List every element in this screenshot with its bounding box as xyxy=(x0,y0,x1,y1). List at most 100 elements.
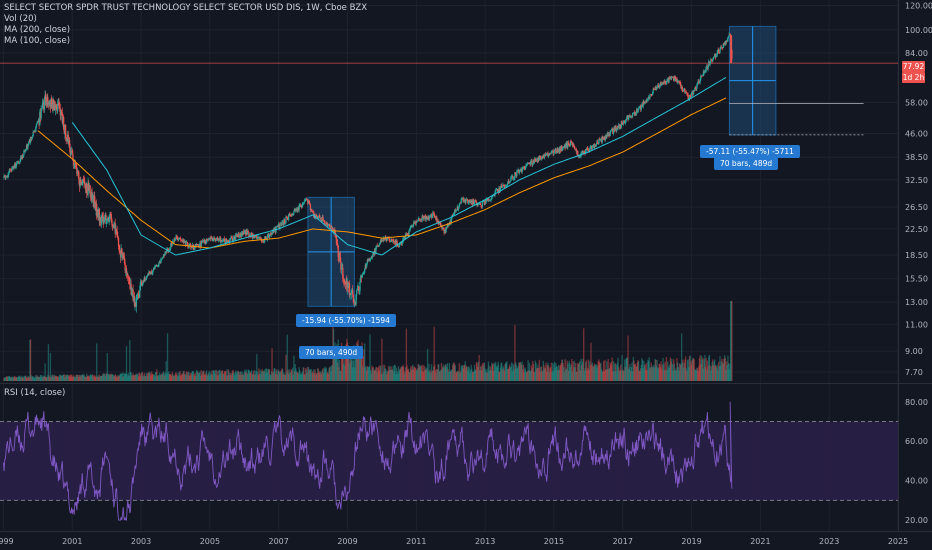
volume-bar xyxy=(439,371,441,381)
volume-bar xyxy=(184,375,187,381)
candle-body xyxy=(424,216,426,217)
candle-body xyxy=(311,209,313,211)
volume-bar xyxy=(390,366,392,381)
volume-bar xyxy=(575,371,578,381)
candle-body xyxy=(29,140,31,143)
candle-body xyxy=(325,222,327,224)
candle-body xyxy=(48,102,50,105)
candle-body xyxy=(446,227,448,229)
volume-bar xyxy=(322,368,324,381)
candle-body xyxy=(345,280,347,284)
rsi-indicator-label[interactable]: RSI (14, close) xyxy=(4,388,66,398)
candle-body xyxy=(561,148,564,151)
volume-bar xyxy=(176,376,179,381)
time-tick-label: 2001 xyxy=(62,537,82,546)
volume-bar xyxy=(719,356,721,381)
volume-bar xyxy=(625,358,627,381)
candle-body xyxy=(306,199,308,201)
candle-body xyxy=(631,115,633,117)
candle-body xyxy=(680,87,683,89)
volume-bar xyxy=(216,375,218,381)
volume-bar xyxy=(143,375,145,381)
volume-bar xyxy=(670,361,672,381)
volume-bar xyxy=(102,374,104,381)
candle-body xyxy=(80,181,83,185)
candle-body xyxy=(497,189,499,191)
candle-body xyxy=(258,236,260,238)
candle-body xyxy=(550,152,552,154)
volume-bar xyxy=(669,364,671,381)
candle-body xyxy=(141,284,144,286)
volume-bar xyxy=(440,369,442,381)
volume-bar xyxy=(270,375,272,381)
volume-bar xyxy=(10,377,12,381)
candle-body xyxy=(655,87,657,90)
volume-bar xyxy=(288,369,290,381)
volume-bar xyxy=(277,369,279,381)
candle-body xyxy=(82,179,85,181)
indicator-ma100-label[interactable]: MA (100, close) xyxy=(4,36,71,46)
volume-bar xyxy=(627,335,629,381)
volume-bar xyxy=(649,367,652,381)
volume-bar xyxy=(373,370,375,381)
candle-body xyxy=(42,102,44,104)
candle-body xyxy=(27,145,29,149)
candle-body xyxy=(93,196,95,207)
candle-body xyxy=(441,225,443,230)
volume-bar xyxy=(116,376,118,381)
candle-body xyxy=(718,52,720,54)
volume-bar xyxy=(303,367,305,381)
candle-body xyxy=(288,213,290,216)
volume-bar xyxy=(182,373,184,381)
volume-bar xyxy=(90,374,92,381)
volume-bar xyxy=(119,373,122,381)
candle-body xyxy=(581,150,584,153)
candle-body xyxy=(446,224,449,228)
candle-body xyxy=(385,238,388,241)
candle-body xyxy=(41,103,44,109)
candle-body xyxy=(585,149,587,155)
indicator-volume-label[interactable]: Vol (20) xyxy=(4,14,37,24)
candle-body xyxy=(438,222,440,224)
volume-bar xyxy=(13,376,15,381)
volume-bar xyxy=(567,370,570,381)
volume-bar xyxy=(316,373,318,381)
volume-bar xyxy=(584,368,586,381)
volume-bar xyxy=(673,359,675,381)
candle-body xyxy=(11,167,13,171)
volume-bar xyxy=(596,367,598,381)
candle-body xyxy=(194,244,196,247)
time-tick-label: 2013 xyxy=(475,537,495,546)
candle-body xyxy=(553,152,555,155)
candle-body xyxy=(116,231,118,238)
time-tick-label: 2005 xyxy=(200,537,220,546)
volume-bar xyxy=(420,366,422,381)
candle-body xyxy=(618,124,621,128)
volume-bar xyxy=(125,345,128,381)
volume-bar xyxy=(624,366,627,381)
volume-bar xyxy=(702,357,704,381)
volume-bar xyxy=(461,365,464,381)
candle-body xyxy=(544,154,546,156)
volume-bar xyxy=(231,373,233,381)
volume-bar xyxy=(72,374,75,381)
volume-bar xyxy=(675,371,677,381)
candle-body xyxy=(323,220,325,222)
candle-body xyxy=(266,235,269,240)
volume-bar xyxy=(21,377,24,381)
volume-bar xyxy=(279,373,281,381)
volume-bar xyxy=(688,356,691,381)
indicator-ma200-label[interactable]: MA (200, close) xyxy=(4,25,71,35)
volume-bar xyxy=(178,375,180,381)
volume-bar xyxy=(117,375,120,381)
candle-body xyxy=(724,41,726,45)
price-tick-label: 22.50 xyxy=(905,225,928,234)
candle-body xyxy=(277,225,279,227)
volume-bar xyxy=(139,373,141,381)
volume-bar xyxy=(608,367,611,381)
candle-body xyxy=(396,240,398,245)
volume-bar xyxy=(193,375,196,381)
volume-bar xyxy=(622,369,624,381)
volume-bar xyxy=(481,363,484,381)
